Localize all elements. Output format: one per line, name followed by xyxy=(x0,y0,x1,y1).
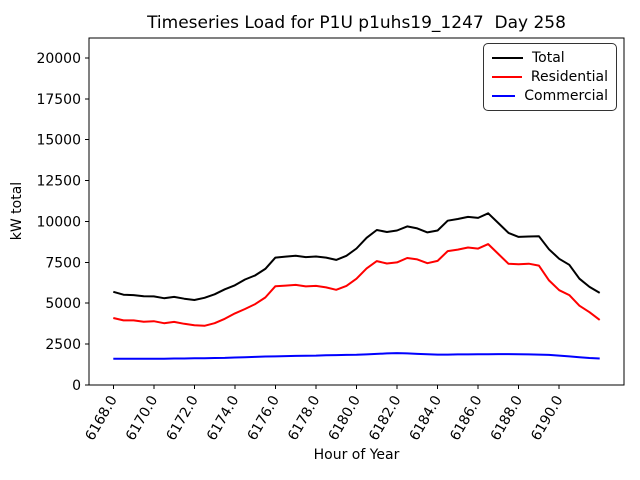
x-tick-label: 6188.0 xyxy=(488,393,526,443)
x-tick-label: 6172.0 xyxy=(163,393,201,443)
legend-item-commercial: Commercial xyxy=(492,89,608,103)
y-tick-label: 5000 xyxy=(45,296,81,312)
legend-line-residential-icon xyxy=(492,75,522,78)
y-axis-label: kW total xyxy=(9,181,25,241)
legend-label-residential: Residential xyxy=(530,68,608,85)
legend-label-total: Total xyxy=(532,49,565,66)
y-tick-label: 0 xyxy=(72,378,81,394)
x-tick-label: 6174.0 xyxy=(204,393,242,443)
x-tick-label: 6168.0 xyxy=(82,393,120,443)
x-tick-label: 6182.0 xyxy=(366,393,404,443)
x-tick-label: 6190.0 xyxy=(528,393,566,443)
x-tick-label: 6178.0 xyxy=(285,393,323,443)
x-tick-label: 6180.0 xyxy=(326,393,364,443)
series-line-total xyxy=(113,212,601,301)
legend-item-total: Total xyxy=(492,51,608,65)
y-tick-label: 20000 xyxy=(36,51,81,67)
x-tick-label: 6184.0 xyxy=(407,393,445,443)
x-tick-label: 6176.0 xyxy=(245,393,283,443)
y-tick-label: 12500 xyxy=(36,174,81,190)
chart-title: Timeseries Load for P1U p1uhs19_1247 Day… xyxy=(147,13,566,33)
y-tick-label: 15000 xyxy=(36,133,81,149)
x-tick-label: 6186.0 xyxy=(447,393,485,443)
legend-label-commercial: Commercial xyxy=(524,88,608,105)
legend-item-residential: Residential xyxy=(492,70,608,84)
series-line-residential xyxy=(113,243,601,327)
y-tick-label: 17500 xyxy=(36,92,81,108)
y-tick-label: 2500 xyxy=(45,337,81,353)
series-line-commercial xyxy=(113,352,600,360)
legend-line-commercial-icon xyxy=(492,95,516,98)
x-tick-label: 6170.0 xyxy=(123,393,161,443)
y-tick-label: 7500 xyxy=(45,255,81,271)
x-axis-label: Hour of Year xyxy=(313,447,400,463)
legend: Total Residential Commercial xyxy=(483,43,617,111)
y-tick-label: 10000 xyxy=(36,214,81,230)
legend-line-total-icon xyxy=(492,56,523,59)
